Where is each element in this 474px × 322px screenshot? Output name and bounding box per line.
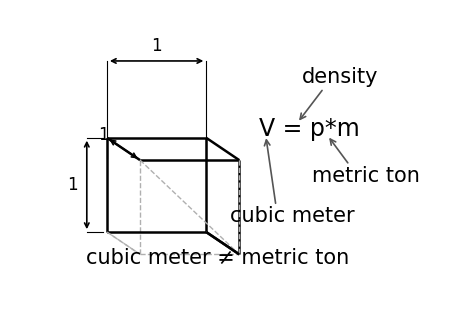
Text: 1: 1: [151, 37, 162, 55]
Text: cubic meter ≠ metric ton: cubic meter ≠ metric ton: [86, 248, 349, 268]
Text: 1: 1: [67, 176, 78, 194]
Text: V = p*m: V = p*m: [259, 117, 360, 141]
Text: metric ton: metric ton: [312, 166, 420, 186]
Text: density: density: [302, 67, 379, 87]
Text: 1: 1: [98, 126, 109, 144]
Text: cubic meter: cubic meter: [230, 206, 355, 226]
